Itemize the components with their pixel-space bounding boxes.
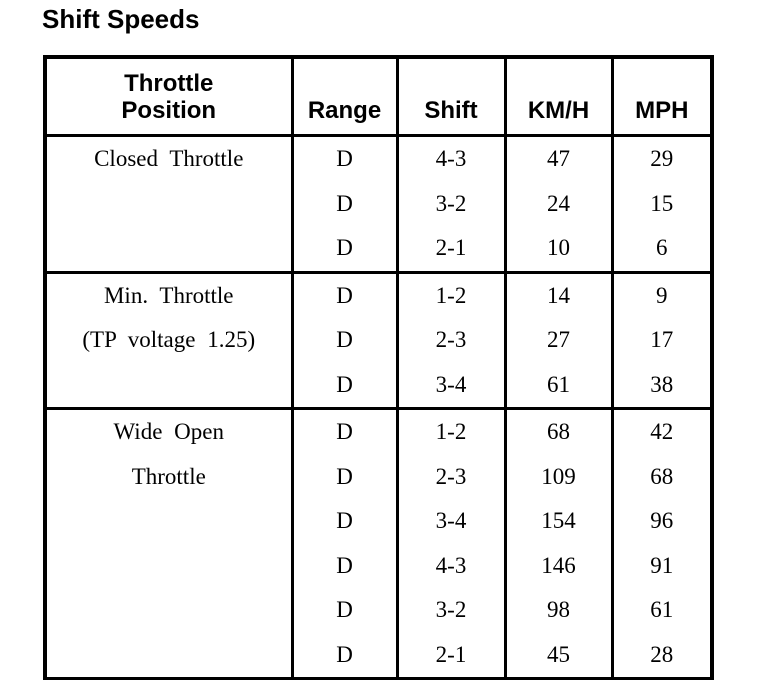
cell-mph: 9	[610, 270, 714, 318]
section-label: Closed Throttle	[43, 135, 294, 272]
cell-mph: 28	[610, 632, 714, 679]
table-row: D 2-1 45 28	[45, 632, 714, 679]
table-row: D 2-1 10 6	[45, 226, 714, 272]
header-kmh: KM/H	[503, 57, 614, 137]
cell-mph: 38	[610, 362, 714, 409]
table-row: Wide Open Throttle D 1-2 68 42	[43, 407, 714, 679]
cell-range: D	[290, 407, 399, 455]
section-label: Wide Open Throttle	[43, 407, 294, 679]
cell-shift: 1-2	[395, 407, 507, 455]
cell-mph: 17	[610, 318, 714, 363]
cell-range: D	[290, 135, 399, 182]
table-row: D 3-4 154 96	[45, 499, 714, 544]
cell-shift: 1-2	[395, 270, 507, 318]
cell-mph: 61	[610, 588, 714, 633]
table-row: Closed Throttle D 4-3 47 29	[43, 135, 714, 272]
cell-shift: 2-1	[395, 226, 507, 272]
cell-mph: 6	[610, 226, 714, 272]
header-row: Throttle Position Range Shift KM/H MPH	[43, 57, 714, 137]
cell-range: D	[290, 362, 399, 409]
cell-shift: 2-3	[395, 318, 507, 363]
table-row: D 3-2 98 61	[45, 588, 714, 633]
cell-shift: 3-4	[395, 499, 507, 544]
cell-shift: 3-2	[395, 588, 507, 633]
header-throttle-position: Throttle Position	[43, 57, 294, 137]
cell-kmh: 109	[503, 454, 614, 499]
cell-kmh: 24	[503, 181, 614, 226]
table-row: D 3-4 61 38	[45, 362, 714, 409]
cell-range: D	[290, 632, 399, 679]
cell-mph: 29	[610, 135, 714, 182]
cell-range: D	[290, 454, 399, 499]
cell-kmh: 47	[503, 135, 614, 182]
table-row: D 2-3 27 17	[45, 318, 714, 363]
cell-range: D	[290, 543, 399, 588]
section-label-line: Min. Throttle	[103, 282, 234, 308]
table-row: D 4-3 146 91	[45, 543, 714, 588]
cell-mph: 42	[610, 407, 714, 455]
cell-range: D	[290, 270, 399, 318]
header-shift: Shift	[395, 57, 507, 137]
section-label-line: (TP voltage 1.25)	[82, 327, 256, 353]
cell-kmh: 154	[503, 499, 614, 544]
table-row: Min. Throttle (TP voltage 1.25) D 1-2 14 9	[43, 270, 714, 409]
section-label-line: Closed Throttle	[94, 146, 244, 172]
header-range: Range	[290, 57, 399, 137]
cell-kmh: 45	[503, 632, 614, 679]
cell-kmh: 61	[503, 362, 614, 409]
cell-range: D	[290, 499, 399, 544]
cell-shift: 3-2	[395, 181, 507, 226]
table-row: D 3-2 24 15	[45, 181, 714, 226]
cell-mph: 91	[610, 543, 714, 588]
table-body: Closed Throttle D 4-3 47 29 D 3-2 24 15 D 2-1 10 6 Mi…	[43, 135, 714, 679]
page-title: Shift Speeds	[42, 4, 200, 34]
cell-kmh: 68	[503, 407, 614, 455]
cell-shift: 2-3	[395, 454, 507, 499]
cell-mph: 15	[610, 181, 714, 226]
cell-shift: 3-4	[395, 362, 507, 409]
section-label-line: Wide Open	[113, 419, 224, 445]
cell-mph: 96	[610, 499, 714, 544]
cell-shift: 4-3	[395, 135, 507, 182]
cell-range: D	[290, 318, 399, 363]
cell-kmh: 98	[503, 588, 614, 633]
cell-kmh: 27	[503, 318, 614, 363]
cell-range: D	[290, 588, 399, 633]
cell-range: D	[290, 226, 399, 272]
cell-shift: 4-3	[395, 543, 507, 588]
header-throttle-line2: Position	[121, 97, 217, 125]
cell-kmh: 10	[503, 226, 614, 272]
header-throttle-line1: Throttle	[124, 70, 214, 98]
cell-range: D	[290, 181, 399, 226]
section-label: Min. Throttle (TP voltage 1.25)	[43, 270, 294, 409]
cell-kmh: 14	[503, 270, 614, 318]
header-mph: MPH	[610, 57, 714, 137]
cell-mph: 68	[610, 454, 714, 499]
table-row: D 2-3 109 68	[45, 454, 714, 499]
cell-shift: 2-1	[395, 632, 507, 679]
shift-speeds-table: Throttle Position Range Shift KM/H MPH C…	[43, 55, 714, 680]
cell-kmh: 146	[503, 543, 614, 588]
section-label-line: Throttle	[131, 463, 206, 489]
